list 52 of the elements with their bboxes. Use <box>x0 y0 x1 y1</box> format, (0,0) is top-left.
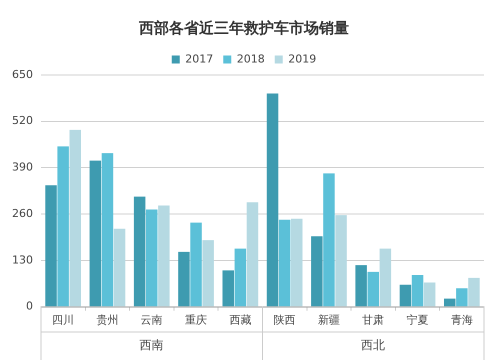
x-tick-label: 陕西 <box>274 313 296 326</box>
x-tick-label: 西藏 <box>229 313 252 326</box>
x-tick-label: 贵州 <box>96 313 118 326</box>
text: 西南 <box>140 338 164 352</box>
y-tick-label: 260 <box>12 206 33 220</box>
x-tick-label: 云南 <box>140 313 163 326</box>
bar <box>468 278 480 306</box>
legend-label: 2017 <box>185 52 214 66</box>
x-tick-label: 四川 <box>52 313 74 326</box>
bar <box>45 185 57 306</box>
bar <box>90 160 102 306</box>
bar <box>311 236 323 306</box>
legend-label: 2019 <box>288 52 316 66</box>
bar <box>178 252 190 306</box>
y-tick-label: 520 <box>12 114 33 128</box>
bar <box>266 94 278 306</box>
bar <box>355 265 367 306</box>
bar <box>456 288 468 306</box>
text: 西北 <box>361 338 386 352</box>
y-tick-label: 650 <box>12 68 33 81</box>
bar <box>158 206 170 306</box>
bar <box>400 284 412 306</box>
bar <box>222 270 234 306</box>
bar <box>57 146 69 306</box>
bar <box>202 240 214 306</box>
bar <box>424 282 436 306</box>
bar <box>444 298 456 306</box>
y-tick-label: 0 <box>26 300 33 313</box>
bar <box>114 228 126 306</box>
bar <box>278 220 290 306</box>
bar <box>70 130 82 306</box>
bar <box>380 248 392 306</box>
bar <box>412 275 424 306</box>
chart-title: 西部各省近三年救护车市场销量 <box>138 18 349 37</box>
legend-label: 2018 <box>236 52 265 66</box>
bar <box>146 209 158 306</box>
bar <box>234 248 246 306</box>
x-tick-label: 青海 <box>450 313 473 326</box>
bar <box>367 272 379 306</box>
x-tick-label: 甘肃 <box>362 313 384 326</box>
x-tick-label: 新疆 <box>318 313 340 326</box>
bar <box>246 202 258 306</box>
bar <box>134 196 146 306</box>
x-tick-label: 重庆 <box>185 313 208 326</box>
bar <box>102 153 114 306</box>
bar <box>291 218 303 306</box>
bar <box>323 173 335 306</box>
bar <box>190 222 202 306</box>
bar <box>335 215 347 306</box>
y-tick-label: 130 <box>12 253 33 266</box>
x-tick-label: 宁夏 <box>406 313 429 326</box>
y-tick-label: 390 <box>12 160 33 174</box>
